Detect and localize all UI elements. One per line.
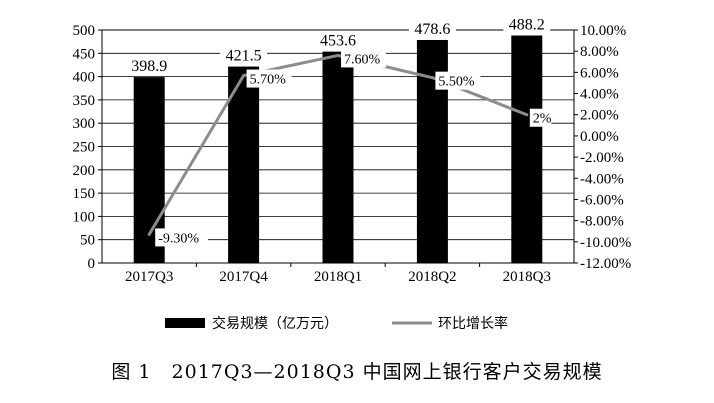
bar-label-bg	[220, 46, 268, 64]
bar-label-bg	[314, 31, 362, 49]
category-label: 2017Q3	[125, 269, 173, 285]
legend: 交易规模（亿万元） 环比增长率	[165, 315, 508, 332]
line-label-bg	[529, 108, 552, 127]
right-tick-label: -10.00%	[580, 235, 631, 251]
right-tick-label: 4.00%	[580, 87, 619, 103]
line-label-bg	[435, 71, 481, 90]
bar	[511, 35, 543, 264]
line-label-bg	[341, 49, 386, 68]
right-tick-label: -12.00%	[580, 256, 631, 272]
category-label: 2018Q2	[408, 269, 456, 285]
right-tick-label: -6.00%	[580, 192, 624, 208]
category-label: 2017Q4	[219, 269, 268, 285]
chart-canvas: 0 50 100 150 200 250 300 350 400 450 500 -12.00% -10…	[73, 15, 632, 332]
right-tick-label: -2.00%	[580, 150, 624, 166]
right-tick-label: 0.00%	[580, 129, 619, 145]
right-tick-label: -4.00%	[580, 171, 624, 187]
left-tick-label: 0	[88, 256, 96, 272]
growth-value-label: 5.70%	[250, 73, 287, 88]
bar-value-label: 398.9	[131, 58, 167, 75]
bar-value-label: 421.5	[226, 48, 262, 65]
legend-bar-label: 交易规模（亿万元）	[212, 315, 338, 332]
bar	[322, 51, 354, 263]
bar-value-label: 453.6	[320, 33, 356, 50]
growth-point	[147, 232, 151, 236]
growth-value-label: -9.30%	[158, 231, 199, 246]
growth-value-label: 5.50%	[438, 75, 475, 90]
growth-point	[336, 53, 340, 57]
growth-value-label: 2%	[533, 112, 552, 127]
growth-value-label: 7.60%	[344, 52, 381, 67]
right-tick-label: 2.00%	[580, 108, 619, 124]
left-tick-label: 100	[73, 209, 96, 225]
left-tick-label: 400	[73, 70, 96, 86]
growth-point	[242, 74, 246, 78]
bar	[228, 66, 260, 264]
left-tick-label: 300	[73, 116, 96, 132]
left-tick-label: 200	[73, 163, 96, 179]
growth-line-series	[147, 53, 529, 236]
line-label-bg	[246, 69, 292, 88]
category-label: 2018Q1	[314, 269, 362, 285]
right-tick-label: 8.00%	[580, 44, 619, 60]
growth-point	[430, 76, 434, 80]
bar-label-bg	[125, 57, 173, 75]
bar-label-bg	[503, 15, 551, 33]
legend-bar-swatch	[165, 318, 205, 328]
left-tick-label: 350	[73, 93, 96, 109]
left-tick-label: 150	[73, 186, 96, 202]
right-tick-label: 6.00%	[580, 65, 619, 81]
left-tick-label: 250	[73, 140, 96, 156]
legend-line-label: 环比增长率	[438, 315, 508, 332]
right-tick-label: -8.00%	[580, 214, 624, 230]
bar-value-label: 488.2	[509, 16, 545, 33]
axes: 0 50 100 150 200 250 300 350 400 450 500 -12.00% -10…	[73, 23, 632, 285]
line-label-bg	[155, 228, 208, 247]
right-tick-label: 10.00%	[580, 23, 626, 39]
bar-label-bg	[408, 19, 456, 37]
category-label: 2018Q3	[503, 269, 551, 285]
data-labels: 398.9 421.5 453.6 478.6 488.2 -9.30% 5.70% 7.60…	[125, 15, 552, 247]
bar-value-label: 478.6	[414, 21, 450, 38]
growth-point	[525, 113, 529, 117]
left-tick-label: 500	[73, 23, 96, 39]
left-tick-label: 50	[80, 233, 95, 249]
left-tick-label: 450	[73, 46, 96, 62]
figure-caption: 图 1 2017Q3—2018Q3 中国网上银行客户交易规模	[111, 361, 603, 383]
